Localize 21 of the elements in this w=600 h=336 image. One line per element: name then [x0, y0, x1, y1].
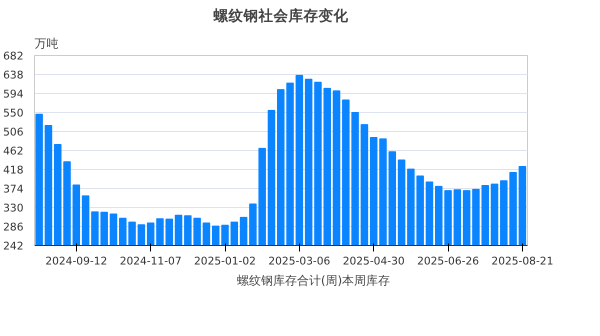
y-tick-label: 638 [3, 68, 24, 82]
y-tick-label: 330 [3, 202, 24, 214]
y-tick-label: 286 [3, 220, 24, 234]
y-tick-label: 682 [3, 50, 24, 62]
text: 螺纹钢库存合计(周)本周库存 [236, 272, 390, 290]
y-axis-title: 万吨 [34, 36, 58, 50]
x-tick-label: 2024-09-12 [45, 254, 108, 268]
y-tick-label: 462 [3, 144, 24, 158]
x-tick-label: 2025-01-02 [194, 254, 256, 268]
y-tick-label: 550 [3, 106, 24, 120]
chart-title: 螺纹钢社会库存变化 [212, 6, 350, 24]
x-tick-label: 2025-06-26 [417, 254, 480, 268]
y-tick-label: 242 [3, 240, 24, 252]
y-tick-label: 374 [3, 182, 24, 196]
y-tick-label: 506 [3, 126, 24, 138]
x-tick-label: 2025-04-30 [342, 254, 405, 268]
y-tick-label: 594 [3, 88, 24, 100]
x-tick-label: 2025-08-21 [491, 254, 554, 268]
y-tick-label: 418 [3, 164, 24, 176]
x-tick-label: 2024-11-07 [120, 254, 182, 268]
x-tick-label: 2025-03-06 [268, 254, 331, 268]
